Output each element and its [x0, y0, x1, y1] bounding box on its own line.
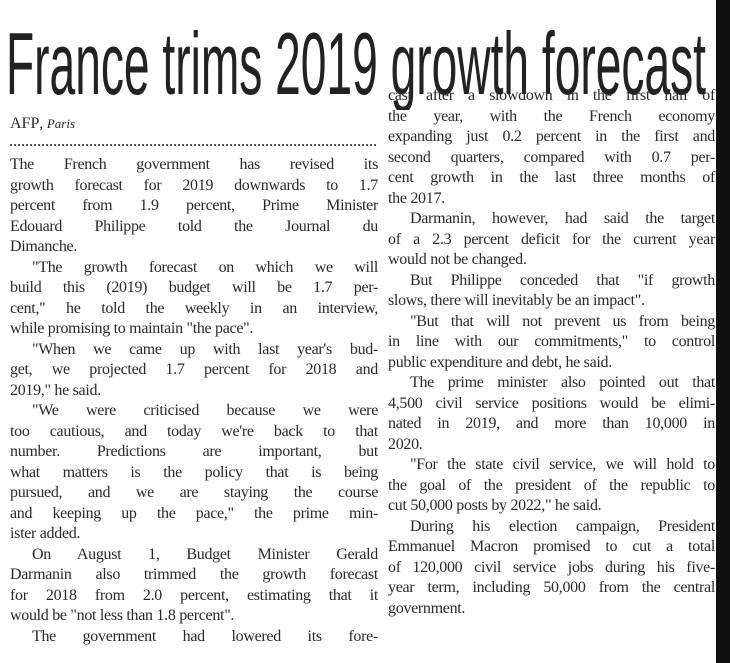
text-line: 4,500 civil service positions would be e…: [388, 394, 715, 412]
paragraph: "When we came up with last year's bud-ge…: [10, 340, 378, 402]
text-line: cut 50,000 posts by 2022," he said.: [388, 497, 602, 514]
text-line: the 2017.: [388, 189, 445, 207]
text-line: growth forecast for 2019 downwards to 1.…: [10, 176, 378, 194]
text-line: Darmanin, however, had said the target: [410, 210, 715, 227]
text-line: The French government has revised its: [10, 156, 378, 173]
right-column: cast after a slowdown in the first half …: [388, 86, 715, 619]
headline: France trims 2019 growth forecast: [6, 14, 706, 110]
paragraph: During his election campaign, President E…: [388, 517, 715, 620]
text-line: The government had lowered its fore-: [32, 627, 378, 645]
text-line: cent growth in the last three months of: [388, 169, 715, 186]
text-line: the year, with the French economy: [388, 107, 715, 125]
dotted-divider: [10, 144, 376, 146]
text-line: the goal of the president of the republi…: [388, 476, 715, 494]
byline: AFP, Paris: [10, 115, 76, 132]
text-line: slows, there will inevitably be an impac…: [388, 292, 645, 309]
paragraph: But Philippe conceded that "if growth slo…: [388, 271, 715, 312]
text-line: The prime minister also pointed out that: [410, 374, 715, 391]
text-line: "When we came up with last year's bud-: [32, 340, 378, 358]
text-line: "We were criticised because we were: [32, 402, 378, 419]
text-line: year term, including 50,000 from the cen…: [388, 579, 715, 596]
text-line: build this (2019) budget will be 1.7 per…: [10, 279, 378, 296]
text-line: government.: [388, 599, 466, 617]
paragraph: "For the state civil service, we will ho…: [388, 455, 715, 517]
text-line: while promising to maintain "the pace".: [10, 320, 254, 337]
text-line: cast after a slowdown in the first half …: [388, 87, 715, 104]
text-line: "The growth forecast on which we will: [32, 258, 378, 276]
text-line: ister added.: [10, 525, 81, 542]
text-line: "For the state civil service, we will ho…: [410, 456, 715, 473]
text-line: percent from 1.9 percent, Prime Minister: [10, 197, 378, 214]
text-line: 2019," he said.: [10, 381, 101, 399]
text-line: Dimanche.: [10, 238, 78, 255]
scan-edge-border: [716, 0, 730, 663]
text-line: cent," he told the weekly in an intervie…: [10, 299, 378, 317]
text-line: expanding just 0.2 percent in the first …: [388, 128, 715, 145]
paragraph: The prime minister also pointed out that…: [388, 373, 715, 455]
text-line: too cautious, and today we're back to th…: [10, 422, 378, 440]
headline-wrapper: France trims 2019 growth forecast: [6, 14, 706, 110]
text-line: Darmanin also trimmed the growth forecas…: [10, 566, 378, 583]
text-line: get, we projected 1.7 percent for 2018 a…: [10, 361, 378, 378]
text-line: would not be changed.: [388, 251, 527, 268]
text-line: nated in 2019, and more than 10,000 in: [388, 415, 715, 432]
text-line: would be "not less than 1.8 percent".: [10, 607, 235, 624]
text-line: pursued, and we are staying the course: [10, 484, 378, 501]
text-line: in line with our commitments," to contro…: [388, 333, 715, 350]
byline-place: Paris: [46, 116, 76, 131]
paragraph: "We were criticised because we were too c…: [10, 401, 378, 545]
paragraph: "But that will not prevent us from being…: [388, 312, 715, 374]
paragraph: cast after a slowdown in the first half …: [388, 86, 715, 209]
paragraph: The government had lowered its fore-: [10, 627, 378, 648]
paragraph: The French government has revised its gro…: [10, 155, 378, 258]
left-column: The French government has revised its gro…: [10, 155, 378, 647]
paragraph: "The growth forecast on which we will bui…: [10, 258, 378, 340]
paragraph: On August 1, Budget Minister Gerald Darma…: [10, 545, 378, 627]
paragraph: Darmanin, however, had said the target of…: [388, 209, 715, 271]
byline-agency: AFP: [10, 115, 40, 132]
text-line: of a 2.3 percent deficit for the current…: [388, 230, 715, 248]
text-line: On August 1, Budget Minister Gerald: [32, 545, 378, 563]
text-line: During his election campaign, President: [410, 517, 715, 535]
text-line: Emmanuel Macron promised to cut a total: [388, 538, 715, 555]
text-line: "But that will not prevent us from being: [410, 312, 715, 330]
text-line: number. Predictions are important, but: [10, 443, 378, 460]
text-line: second quarters, compared with 0.7 per-: [388, 148, 715, 166]
text-line: of 120,000 civil service jobs during his…: [388, 558, 715, 576]
text-line: for 2018 from 2.0 percent, estimating th…: [10, 586, 378, 604]
text-line: But Philippe conceded that "if growth: [410, 271, 715, 289]
text-line: and keeping up the pace," the prime min-: [10, 504, 378, 522]
text-line: public expenditure and debt, he said.: [388, 353, 612, 371]
text-line: 2020.: [388, 435, 423, 453]
text-line: what matters is the policy that is being: [10, 463, 378, 481]
text-line: Edouard Philippe told the Journal du: [10, 217, 378, 235]
